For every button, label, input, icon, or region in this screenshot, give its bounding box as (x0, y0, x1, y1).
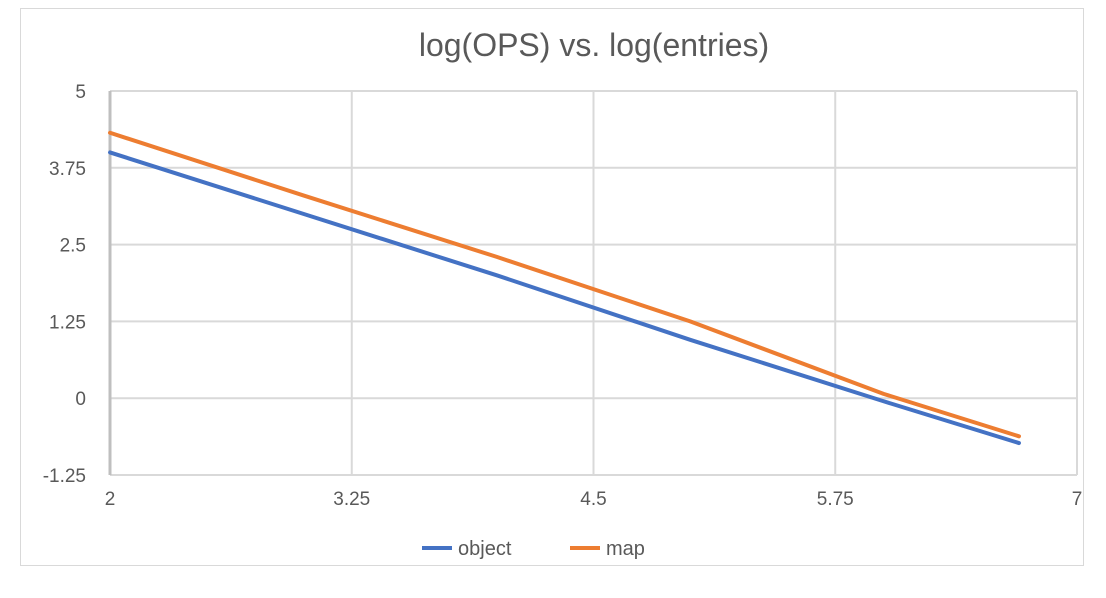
y-tick-label: 2.5 (60, 236, 86, 257)
x-tick-label: 7 (1072, 489, 1083, 510)
x-tick-label: 3.25 (333, 489, 370, 510)
legend-label-object: object (458, 538, 512, 560)
y-tick-label: 5 (75, 82, 86, 103)
legend-label-map: map (606, 538, 645, 560)
y-tick-label: 3.75 (49, 159, 86, 180)
x-tick-label: 4.5 (580, 489, 606, 510)
chart-frame (20, 8, 1084, 566)
x-tick-label: 5.75 (817, 489, 854, 510)
x-tick-label: 2 (105, 489, 116, 510)
y-tick-label: -1.25 (43, 466, 86, 487)
series-line-map (108, 130, 1021, 439)
y-tick-label: 1.25 (49, 312, 86, 333)
y-tick-label: 0 (75, 389, 86, 410)
series-line-object (108, 150, 1021, 446)
chart-title: log(OPS) vs. log(entries) (419, 27, 769, 63)
